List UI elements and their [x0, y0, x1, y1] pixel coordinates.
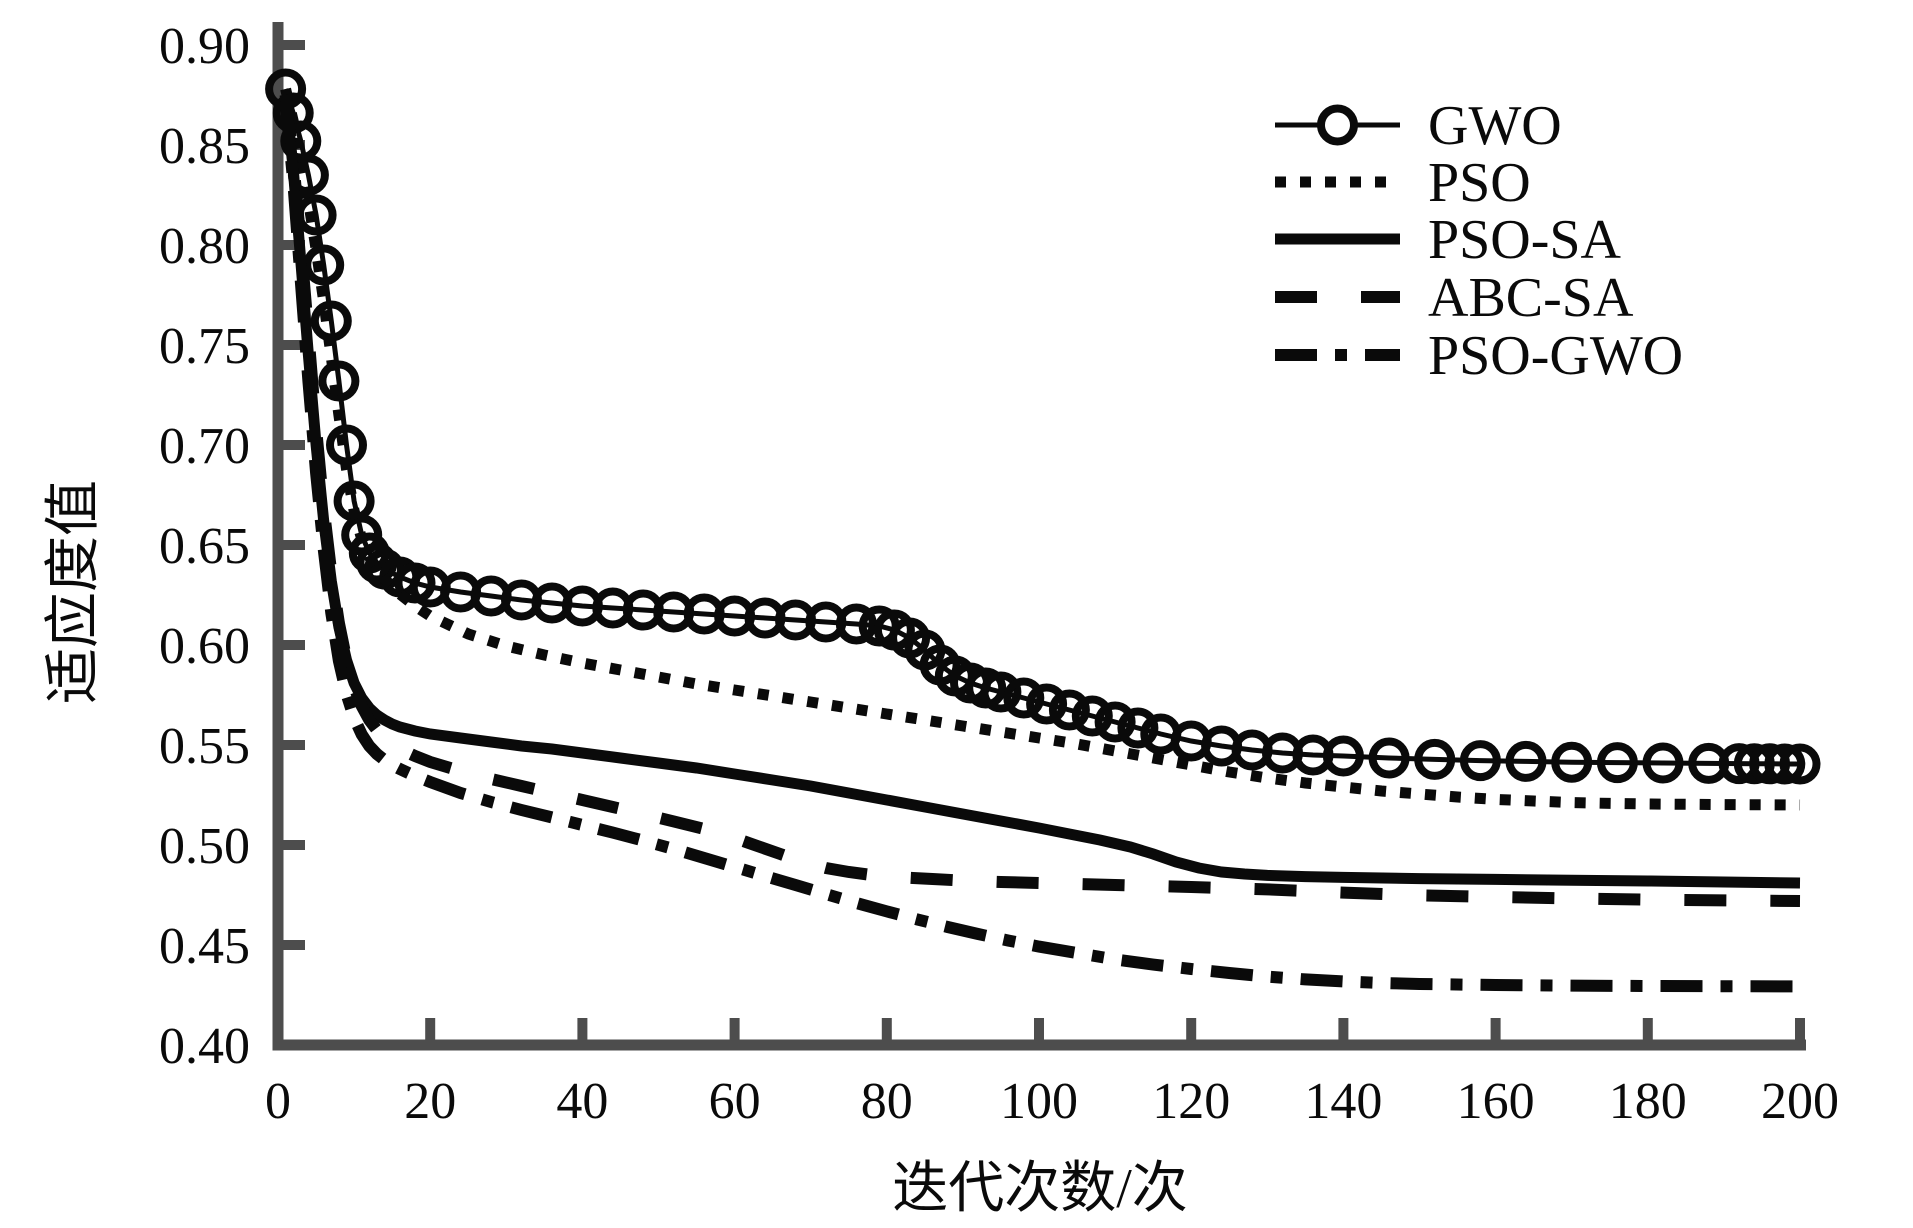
circle-marker [1505, 740, 1547, 782]
series-pso-sa [280, 94, 1801, 889]
y-tick-label: 0.65 [159, 518, 250, 575]
y-tick-label: 0.60 [159, 618, 250, 675]
circle-marker [1764, 743, 1806, 785]
axes: 0 20 40 60 80 100 120 140 160 180 200 0.40 0.45 0.50 0… [159, 18, 1839, 1130]
x-tick-label: 80 [861, 1073, 913, 1130]
circle-marker [835, 603, 877, 645]
legend-label: ABC-SA [1428, 267, 1634, 329]
y-tick-label: 0.75 [159, 318, 250, 375]
circle-marker [1026, 683, 1068, 725]
circle-marker [1094, 701, 1136, 743]
legend-label: PSO [1428, 152, 1531, 214]
legend-label: PSO-GWO [1428, 325, 1683, 387]
x-tick-label: 60 [709, 1073, 761, 1130]
series-gwo [283, 88, 1800, 767]
x-tick-label: 140 [1304, 1073, 1382, 1130]
y-tick-label: 0.45 [159, 918, 250, 975]
legend-item-pso: PSO [1275, 152, 1531, 214]
x-tick-label: 120 [1152, 1073, 1230, 1130]
x-tick-label: 40 [556, 1073, 608, 1130]
y-tick-label: 0.90 [159, 18, 250, 75]
series-gwo-markers [265, 68, 1821, 785]
circle-marker [318, 360, 360, 402]
circle-marker [1779, 743, 1821, 785]
legend-item-pso-sa: PSO-SA [1275, 209, 1622, 271]
legend-item-pso-gwo: PSO-GWO [1275, 325, 1683, 387]
circle-marker [1048, 689, 1090, 731]
circle-marker [1003, 677, 1045, 719]
circle-marker [1596, 742, 1638, 784]
y-tick-label: 0.85 [159, 118, 250, 175]
legend-item-gwo: GWO [1275, 95, 1562, 157]
circle-marker [1414, 738, 1456, 780]
circle-marker [980, 671, 1022, 713]
y-tick-label: 0.40 [159, 1018, 250, 1075]
circle-marker [1459, 740, 1501, 782]
x-tick-label: 160 [1457, 1073, 1535, 1130]
circle-marker [1368, 737, 1410, 779]
series-abc-sa [279, 94, 1801, 907]
x-tick-label: 200 [1761, 1073, 1839, 1130]
legend-item-abc-sa: ABC-SA [1275, 267, 1634, 329]
circle-marker [1322, 735, 1364, 777]
circle-marker [1117, 707, 1159, 749]
y-axis-title: 适应度值 [43, 480, 105, 704]
series-lines [265, 68, 1821, 993]
circle-marker [1642, 742, 1684, 784]
x-tick-label: 100 [1000, 1073, 1078, 1130]
y-tick-label: 0.70 [159, 418, 250, 475]
y-tick-label: 0.80 [159, 218, 250, 275]
circle-marker [1071, 695, 1113, 737]
series-pso [280, 87, 1801, 811]
x-axis-title: 迭代次数/次 [892, 1158, 1188, 1220]
y-tick-label: 0.50 [159, 818, 250, 875]
x-tick-label: 180 [1609, 1073, 1687, 1130]
series-pso-gwo [279, 100, 1801, 993]
legend-label: PSO-SA [1428, 209, 1622, 271]
x-tick-label: 20 [404, 1073, 456, 1130]
circle-marker [303, 244, 345, 286]
y-tick-label: 0.55 [159, 718, 250, 775]
circle-marker [1551, 741, 1593, 783]
x-tick-label: 0 [265, 1073, 291, 1130]
legend-circle-marker [1317, 104, 1358, 146]
legend-label: GWO [1428, 95, 1562, 157]
